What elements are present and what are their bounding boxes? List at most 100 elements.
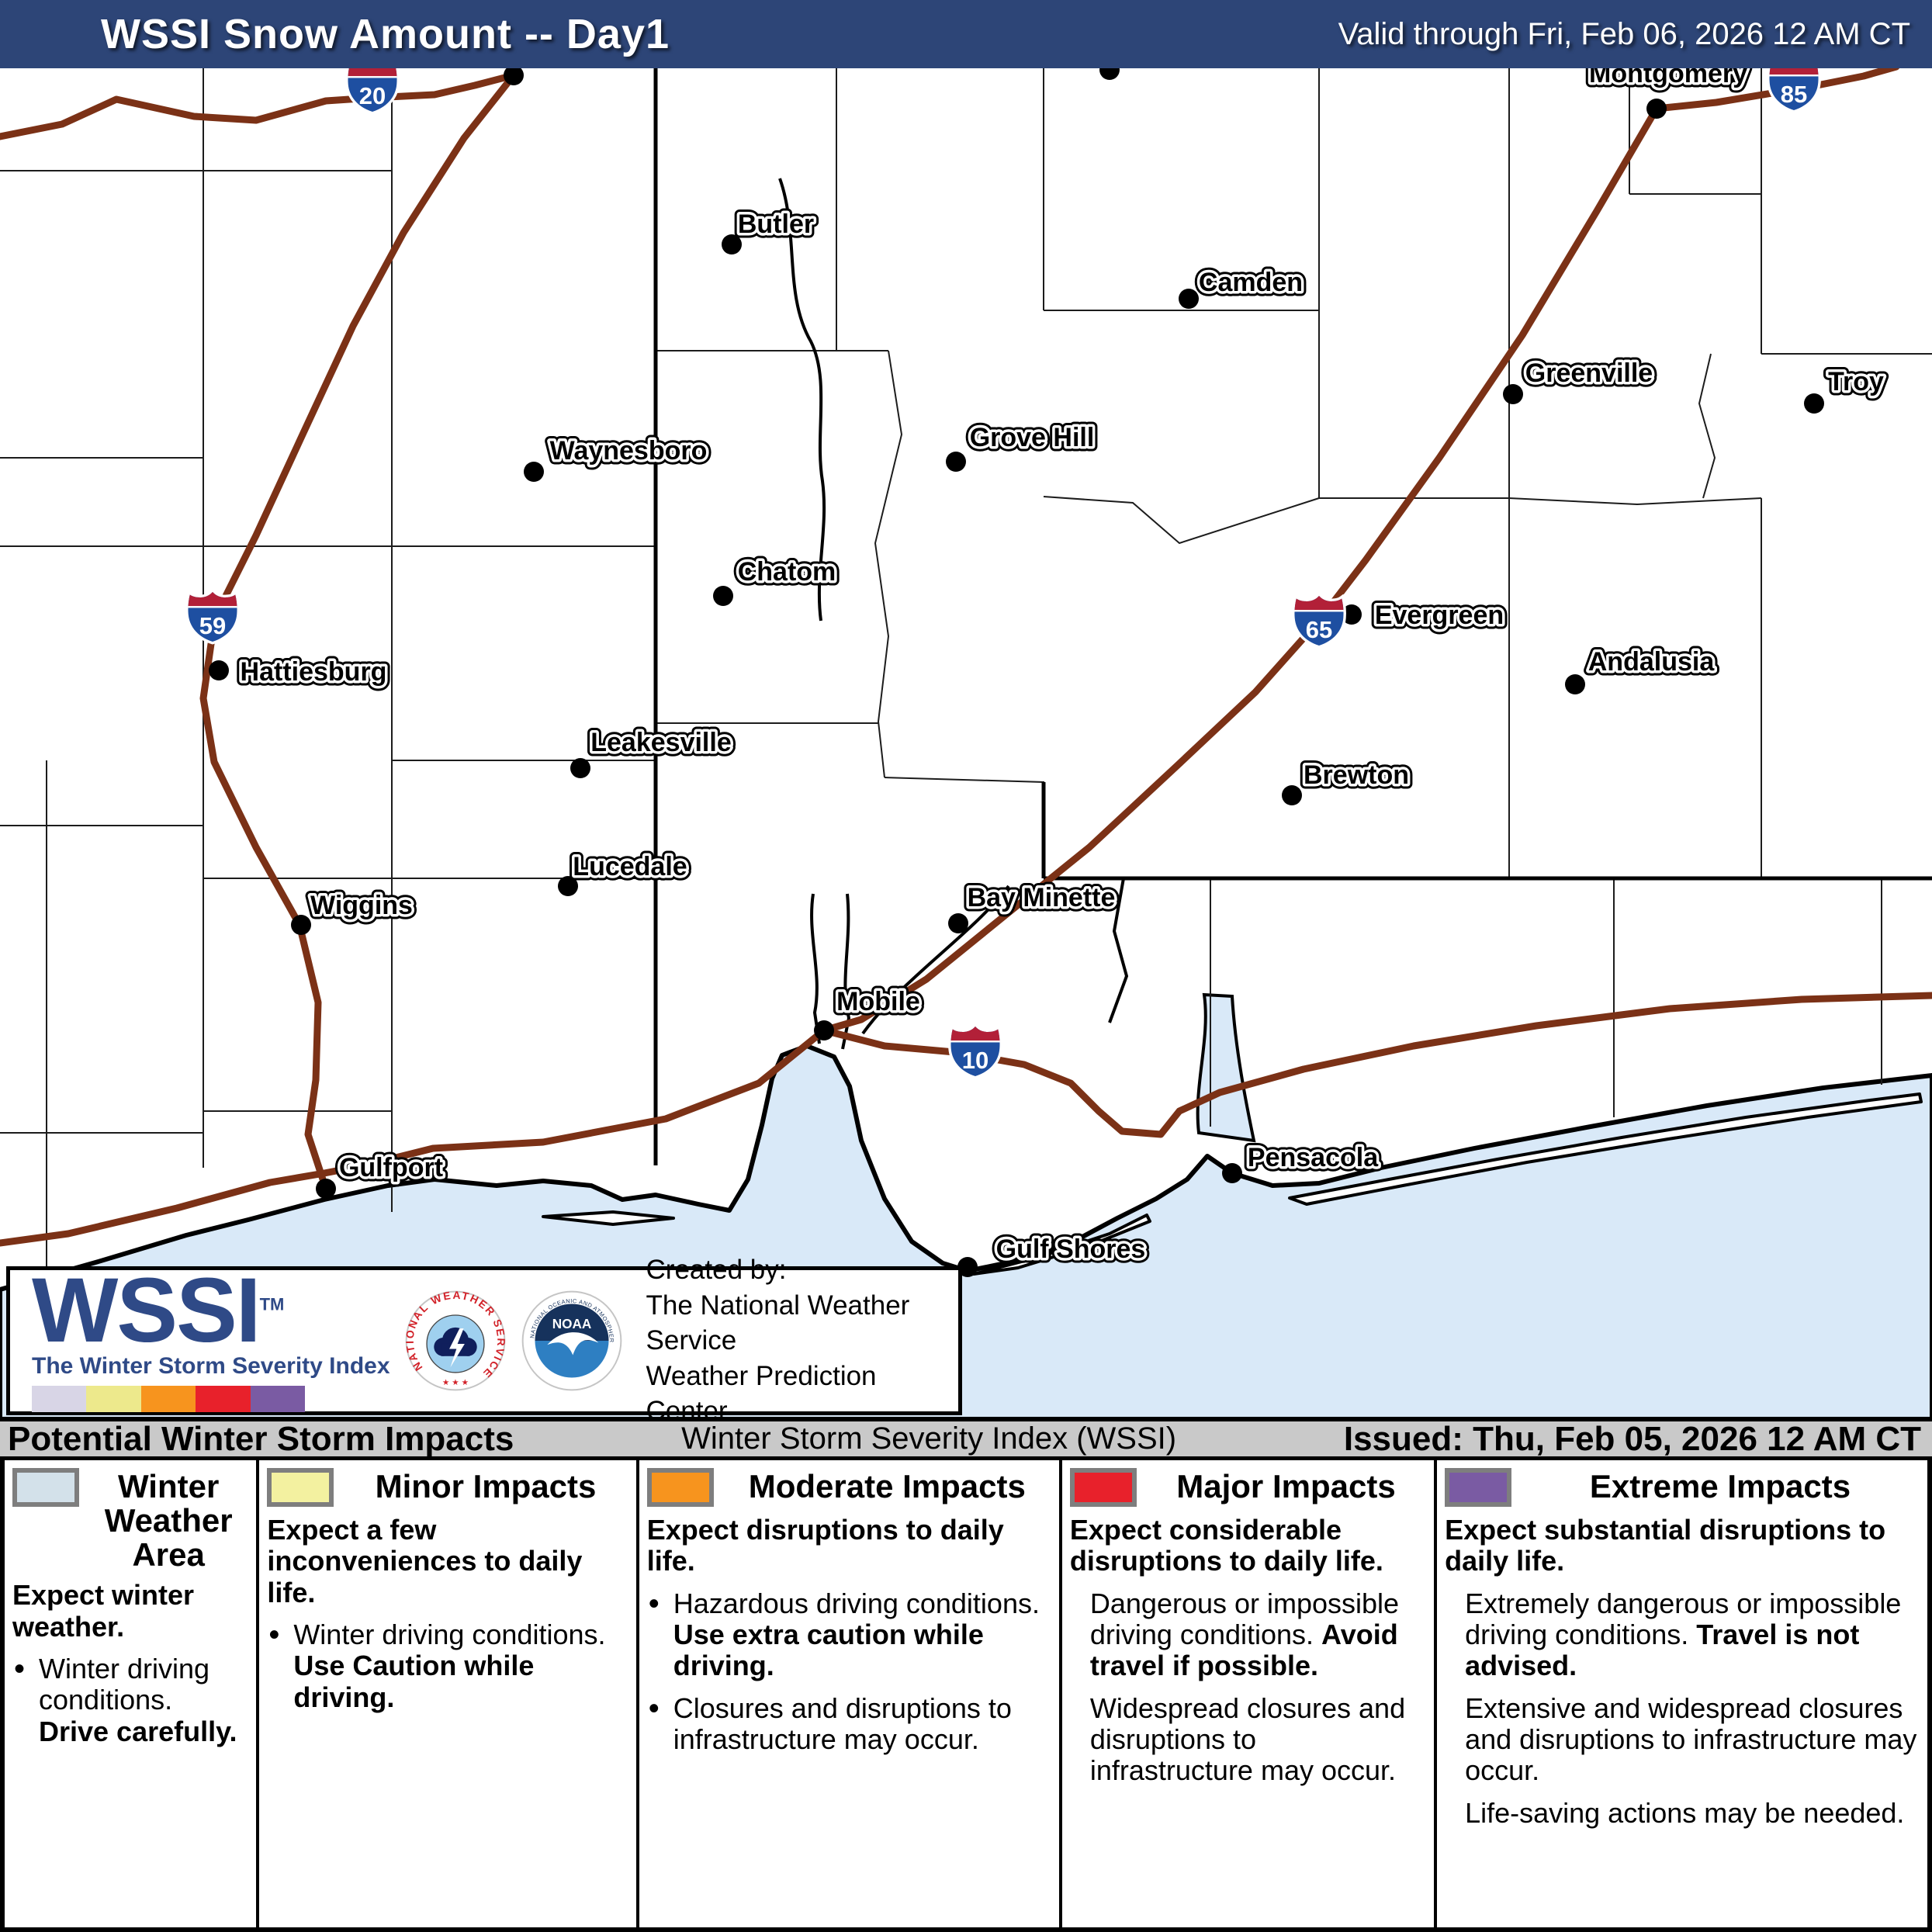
interstate-number: 65 [1306, 616, 1332, 643]
city-label: Chatom [738, 557, 836, 587]
city-label: Pensacola [1248, 1143, 1379, 1172]
city-dot [1179, 289, 1199, 309]
nws-stars: ★ ★ ★ [441, 1378, 469, 1387]
city-label: Evergreen [1375, 601, 1504, 630]
city-dot [1222, 1163, 1242, 1183]
city-dot [524, 462, 544, 482]
legend-swatch [12, 1468, 79, 1507]
city-label: Gulf Shores [996, 1234, 1146, 1264]
legend-swatch [646, 1468, 714, 1507]
header-bar: WSSI Snow Amount -- Day1 Valid through F… [0, 0, 1932, 68]
city-label: Brewton [1304, 760, 1409, 790]
legend-item: Extensive and widespread closures and di… [1465, 1691, 1917, 1787]
city-dot [291, 915, 311, 935]
legend-intro: Expect substantial disruptions to daily … [1445, 1514, 1886, 1577]
city-label: Camden [1199, 268, 1303, 297]
city-label: Troy [1828, 367, 1884, 396]
legend-item: Widespread closures and disruptions to i… [1089, 1691, 1406, 1787]
impacts-bar-subtitle: Winter Storm Severity Index (WSSI) [681, 1421, 1177, 1456]
county-boundaries [0, 0, 1932, 1266]
city-label: Waynesboro [550, 436, 708, 466]
legend-title: Minor Impacts [375, 1468, 597, 1504]
city-label: Camden [1199, 268, 1303, 297]
impacts-legend: Winter Weather Area Expect winter weather… [0, 1460, 1932, 1932]
state-boundaries [653, 0, 1932, 1165]
weather-map: Butler Butler Butler Camden Camden Camden Gree… [0, 0, 1932, 1421]
severity-color-segment [86, 1386, 141, 1413]
city-label: Bay Minette [968, 883, 1116, 912]
legend-item: Winter driving conditions. Drive careful… [12, 1652, 247, 1747]
city-label: Bay Minette [968, 883, 1116, 912]
legend-intro: Expect a few inconveniences to daily lif… [267, 1514, 583, 1608]
legend-title: Moderate Impacts [748, 1468, 1026, 1504]
city-label: Wiggins [310, 891, 413, 920]
issued-timestamp: Issued: Thu, Feb 05, 2026 12 AM CT [1343, 1419, 1921, 1458]
city-dot [957, 1257, 978, 1277]
city-label: Troy [1828, 367, 1884, 396]
legend-column-winter-weather-area: Winter Weather Area Expect winter weather… [5, 1460, 260, 1927]
legend-column-minor-impacts: Minor Impacts Expect a few inconveniences… [259, 1460, 639, 1927]
legend-intro: Expect winter weather. [12, 1579, 195, 1643]
legend-column-major-impacts: Major Impacts Expect considerable disrupt… [1062, 1460, 1438, 1927]
rivers [778, 178, 1010, 1050]
city-label: Leakesville [590, 728, 731, 757]
legend-swatch [1445, 1468, 1512, 1507]
wssi-wordmark: WSSI [32, 1259, 261, 1362]
interstate-number: 10 [962, 1047, 989, 1074]
wssi-logo: WSSITM The Winter Storm Severity Index [10, 1265, 390, 1413]
city-label: Waynesboro [550, 436, 708, 466]
city-label: Butler [738, 209, 814, 239]
city-label: Mobile [836, 987, 920, 1016]
interstate-number: 85 [1781, 81, 1807, 108]
trademark-symbol: TM [259, 1294, 285, 1314]
city-label: Chatom [738, 557, 836, 587]
city-dot [1503, 384, 1523, 404]
city-label: Lucedale [573, 852, 687, 881]
city-dot [1342, 604, 1362, 625]
interstate-number: 20 [359, 82, 386, 109]
severity-color-segment [250, 1386, 306, 1413]
city-label: Gulfport [339, 1153, 443, 1182]
legend-item: Winter driving conditions. Use Caution w… [267, 1618, 626, 1713]
wssi-logo-box: WSSITM The Winter Storm Severity Index N… [6, 1255, 962, 1426]
city-label: Grove Hill [970, 423, 1095, 452]
legend-item: Dangerous or impossible driving conditio… [1089, 1587, 1400, 1682]
interstate-shield-icon [949, 1025, 1002, 1078]
city-label: Wiggins [310, 891, 413, 920]
city-label: Greenville [1525, 358, 1653, 388]
city-label: Grove Hill [970, 423, 1095, 452]
city-dot [1282, 785, 1302, 805]
legend-title: Major Impacts [1176, 1468, 1396, 1504]
city-label: Bay Minette [968, 883, 1116, 912]
city-label: Gulfport [339, 1153, 443, 1182]
city-dot [209, 660, 229, 680]
city-dot [1565, 674, 1585, 694]
city-dot [1804, 393, 1824, 414]
valid-through-text: Valid through Fri, Feb 06, 2026 12 AM CT [1338, 16, 1910, 51]
interstate-shield-icon [186, 590, 239, 643]
severity-color-segment [196, 1386, 251, 1413]
wssi-severity-colorbar [32, 1386, 306, 1413]
city-label: Leakesville [590, 728, 731, 757]
city-label: Lucedale [573, 852, 687, 881]
city-label: Pensacola [1248, 1143, 1379, 1172]
city-label: Andalusia [1588, 647, 1716, 677]
city-label: Butler [738, 209, 814, 239]
city-label: Greenville [1525, 358, 1653, 388]
city-label: Lucedale [573, 852, 687, 881]
city-label: Waynesboro [550, 436, 708, 466]
legend-title: Winter Weather Area [104, 1468, 233, 1574]
city-label: Chatom [738, 557, 836, 587]
city-label: Hattiesburg [241, 657, 387, 687]
created-by-text: Created by: The National Weather Service… [646, 1255, 910, 1427]
city-dot [722, 234, 742, 254]
city-label: Brewton [1304, 760, 1409, 790]
city-label: Camden [1199, 268, 1303, 297]
city-label: Brewton [1304, 760, 1409, 790]
nws-logo-icon: NATIONAL WEATHER SERVICE ★ ★ ★ [404, 1290, 506, 1391]
legend-item: Extremely dangerous or impossible drivin… [1465, 1587, 1902, 1682]
wssi-tagline: The Winter Storm Severity Index [32, 1353, 390, 1380]
legend-item: Life-saving actions may be needed. [1465, 1796, 1905, 1829]
pensacola-bay [1196, 992, 1256, 1143]
city-label: Butler [738, 209, 814, 239]
